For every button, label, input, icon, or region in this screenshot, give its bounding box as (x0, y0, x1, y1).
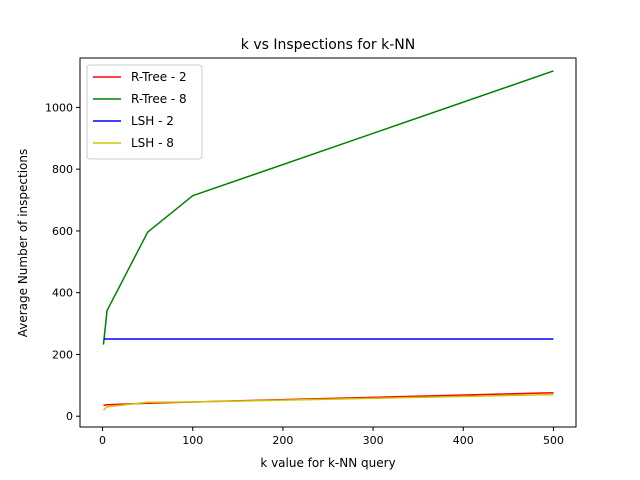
y-tick-label: 600 (52, 225, 73, 238)
series-layer (102, 70, 554, 411)
legend-box (86, 64, 203, 160)
y-tick-label: 200 (52, 348, 73, 361)
x-tick-label: 400 (453, 434, 474, 447)
y-tick-label: 800 (52, 163, 73, 176)
series-line-1 (102, 70, 554, 345)
x-tick-label: 500 (543, 434, 564, 447)
y-axis-label: Average Number of inspections (16, 149, 30, 338)
series-line-3 (102, 393, 554, 411)
plot-frame (79, 57, 577, 428)
legend: R-Tree - 2 R-Tree - 8 LSH - 2 LSH - 8 (86, 64, 203, 160)
x-tick-label: 100 (182, 434, 203, 447)
y-tick-label: 400 (52, 287, 73, 300)
ticks-layer: 0 100 200 300 400 500 0 200 400 600 800 1000 (45, 101, 564, 447)
chart-title: k vs Inspections for k-NN (241, 37, 415, 53)
legend-label: LSH - 2 (131, 114, 174, 128)
y-tick-label: 1000 (45, 101, 73, 114)
legend-label: R-Tree - 2 (131, 70, 187, 84)
x-tick-label: 300 (363, 434, 384, 447)
legend-label: LSH - 8 (131, 136, 174, 150)
x-tick-label: 200 (272, 434, 293, 447)
x-tick-label: 0 (99, 434, 106, 447)
legend-label: R-Tree - 8 (131, 92, 187, 106)
y-tick-label: 0 (66, 410, 73, 423)
x-axis-label: k value for k-NN query (260, 456, 395, 470)
